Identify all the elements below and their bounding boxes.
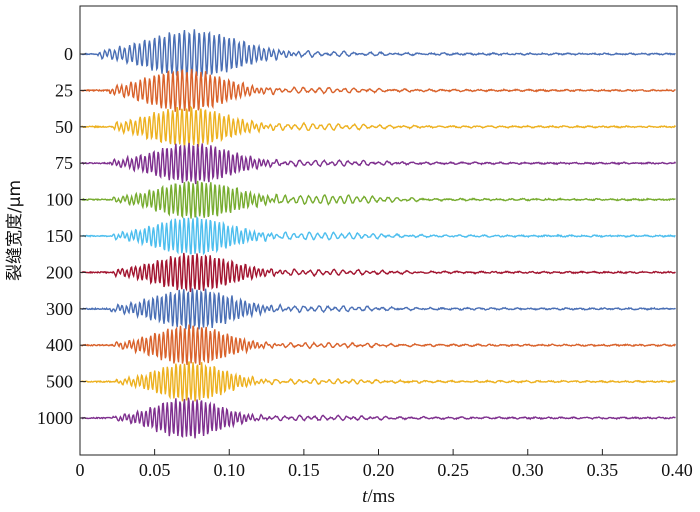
y-tick-label: 1000 xyxy=(37,408,73,428)
trace-group xyxy=(80,29,677,439)
y-tick-label: 25 xyxy=(55,80,73,100)
x-tick-label: 0.15 xyxy=(288,460,320,480)
trace-500 xyxy=(81,361,676,402)
trace-200 xyxy=(81,252,676,293)
trace-100 xyxy=(80,180,676,219)
x-tick-label: 0.05 xyxy=(139,460,171,480)
trace-300 xyxy=(81,288,676,330)
y-tick-label: 50 xyxy=(55,117,73,137)
x-axis-title-unit: /ms xyxy=(367,486,394,507)
x-tick-label: 0.35 xyxy=(587,460,619,480)
x-tick-label: 0.30 xyxy=(512,460,544,480)
y-axis-title: 裂缝宽度/μm xyxy=(5,180,25,281)
y-tick-labels: 0 25 50 75 100 150 200 300 400 500 1000 xyxy=(37,44,86,428)
y-tick-label: 500 xyxy=(46,372,73,392)
x-axis-title-italic: t xyxy=(362,486,368,507)
x-tick-label: 0.10 xyxy=(214,460,246,480)
trace-150 xyxy=(81,215,676,256)
plot-frame xyxy=(79,5,678,456)
y-tick-label: 400 xyxy=(46,335,73,355)
x-tick-label: 0.20 xyxy=(363,460,395,480)
trace-0 xyxy=(81,29,676,78)
x-tick-label: 0.40 xyxy=(661,460,693,480)
y-tick-label: 200 xyxy=(46,262,73,282)
y-tick-label: 100 xyxy=(46,190,73,210)
y-tick-label: 0 xyxy=(64,44,73,64)
trace-400 xyxy=(80,324,677,366)
x-tick-label: 0.25 xyxy=(437,460,469,480)
y-tick-label: 150 xyxy=(46,226,73,246)
trace-25 xyxy=(80,68,676,112)
x-tick-label: 0 xyxy=(76,460,85,480)
y-tick-label: 300 xyxy=(46,299,73,319)
x-tick-labels: 0 0.05 0.10 0.15 0.20 0.25 0.30 0.35 0.40 xyxy=(76,449,693,480)
trace-1000 xyxy=(81,397,676,439)
trace-75 xyxy=(81,142,677,185)
trace-50 xyxy=(81,105,677,148)
y-tick-label: 75 xyxy=(55,153,73,173)
x-axis-title: t/ms xyxy=(362,486,395,507)
